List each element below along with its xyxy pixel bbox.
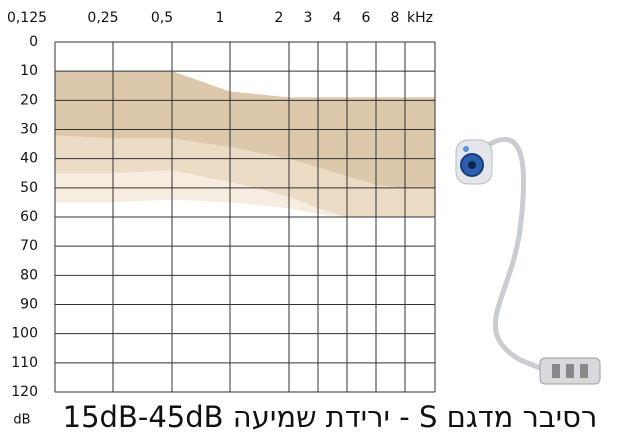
y-unit-label: dB	[13, 413, 30, 428]
receiver-tube	[476, 137, 546, 373]
connector-pin	[580, 364, 588, 378]
y-tick-label: 90	[20, 297, 38, 313]
y-tick-label: 70	[20, 238, 38, 254]
receiver-opening	[468, 161, 476, 169]
plot	[54, 41, 436, 393]
x-tick-label: 2	[275, 10, 284, 26]
fitting-range-extension	[405, 97, 435, 188]
y-tick-label: 110	[11, 355, 38, 371]
y-tick-label: 20	[20, 92, 38, 108]
x-unit-label: kHz	[407, 10, 433, 26]
connector-pin	[566, 364, 574, 378]
x-tick-label: 4	[333, 10, 342, 26]
x-tick-label: 0,5	[151, 10, 173, 26]
x-tick-label: 1	[216, 10, 225, 26]
y-tick-label: 80	[20, 267, 38, 283]
receiver-mark	[463, 146, 469, 152]
connector-pin	[552, 364, 560, 378]
x-tick-label: 3	[304, 10, 313, 26]
chart-title: רסיבר מדגם S - ירידת שמיעה 15dB-45dB	[63, 400, 598, 434]
receiver-illustration	[455, 137, 601, 385]
y-tick-label: 100	[11, 326, 38, 342]
y-tick-label: 30	[20, 122, 38, 138]
y-tick-label: 0	[29, 34, 38, 50]
x-tick-label: 0,25	[87, 10, 118, 26]
y-tick-label: 10	[20, 63, 38, 79]
y-tick-label: 120	[11, 384, 38, 400]
x-tick-label: 6	[362, 10, 371, 26]
x-tick-label: 0,125	[7, 10, 47, 26]
x-tick-label: 8	[391, 10, 400, 26]
y-tick-label: 60	[20, 209, 38, 225]
y-tick-label: 50	[20, 180, 38, 196]
y-tick-label: 40	[20, 151, 38, 167]
